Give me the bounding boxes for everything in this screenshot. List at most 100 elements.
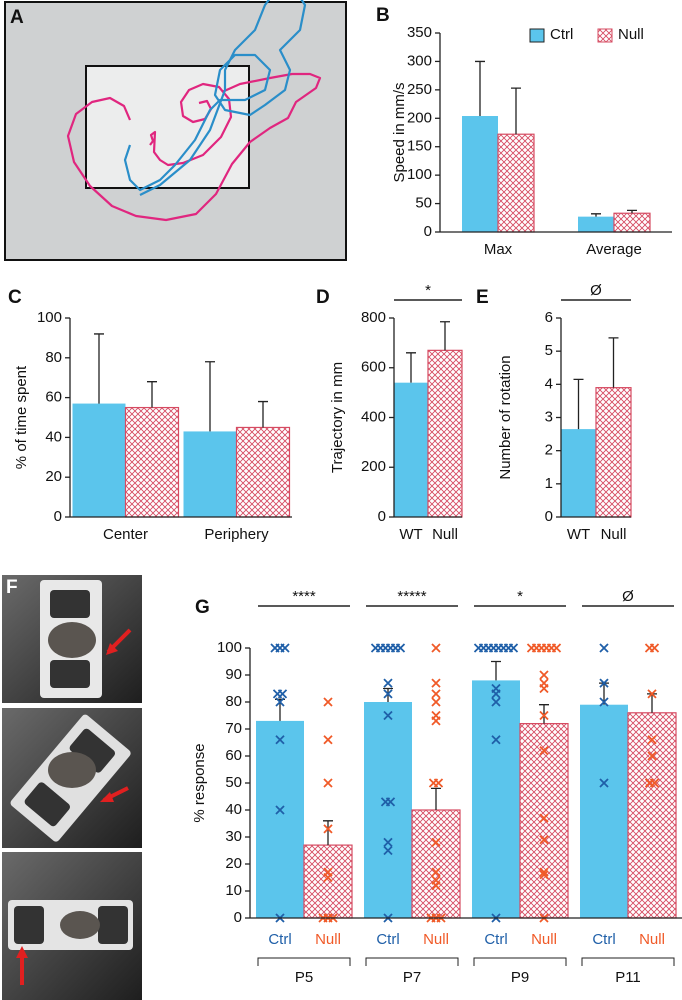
data-point <box>431 837 441 848</box>
legend-label: Ctrl <box>550 26 573 43</box>
bar <box>427 349 463 518</box>
error-bar <box>539 704 549 724</box>
x-group-label: P11 <box>615 969 641 986</box>
y-tick-label: 60 <box>225 747 242 764</box>
series-label: Null <box>315 931 341 948</box>
bar <box>578 216 614 232</box>
x-tick-label: WT <box>399 526 422 543</box>
error-bar <box>475 60 485 117</box>
error-bar <box>440 321 450 351</box>
x-group-label: P5 <box>295 969 313 986</box>
bar <box>472 680 520 918</box>
bar <box>364 702 412 918</box>
error-bar <box>147 381 157 408</box>
error-bar <box>608 337 619 388</box>
bar <box>72 403 126 517</box>
group-bracket <box>365 957 459 966</box>
y-tick-label: 100 <box>407 166 432 183</box>
y-tick-label: 0 <box>378 508 386 525</box>
x-tick-label: Center <box>103 526 148 543</box>
y-tick-label: 0 <box>545 508 553 525</box>
data-point <box>649 778 660 788</box>
y-tick-label: 300 <box>407 52 432 69</box>
data-point <box>539 670 549 680</box>
x-tick-label: WT <box>567 526 590 543</box>
y-tick-label: 20 <box>225 855 242 872</box>
bar <box>256 720 304 918</box>
data-point <box>491 735 501 745</box>
series-label: Null <box>639 931 665 948</box>
data-point <box>431 697 441 707</box>
y-axis-label: Number of rotation <box>497 355 514 479</box>
y-tick-label: 50 <box>415 195 432 212</box>
error-bar <box>573 378 584 430</box>
legend-label: Null <box>618 26 644 43</box>
y-tick-label: 150 <box>407 138 432 155</box>
data-point <box>275 735 285 745</box>
panel-label: B <box>376 5 390 26</box>
y-tick-label: 100 <box>217 639 242 656</box>
error-bar <box>627 209 637 214</box>
y-axis-label: % response <box>191 743 208 822</box>
series-label: Ctrl <box>376 931 399 948</box>
data-point <box>431 678 441 688</box>
y-tick-label: 10 <box>225 882 242 899</box>
panel-label: A <box>10 7 24 28</box>
data-point <box>275 697 285 707</box>
y-axis-label: Speed in mm/s <box>391 82 408 182</box>
significance-label: Ø <box>622 588 634 605</box>
data-point <box>277 689 288 699</box>
group-bracket <box>473 957 567 966</box>
trajectory-panel <box>4 0 347 261</box>
data-point <box>539 870 549 880</box>
data-point <box>323 778 333 788</box>
y-tick-label: 60 <box>45 389 62 406</box>
data-point <box>599 778 609 788</box>
data-point <box>649 643 660 653</box>
data-point <box>508 643 519 653</box>
y-tick-label: 40 <box>45 428 62 445</box>
significance-label: Ø <box>590 282 602 299</box>
x-tick-label: Periphery <box>204 526 269 543</box>
data-point <box>323 697 333 707</box>
y-tick-label: 30 <box>225 828 242 845</box>
panel-label: E <box>476 287 489 308</box>
x-tick-label: Average <box>586 241 642 258</box>
data-point <box>431 867 441 877</box>
y-tick-label: 100 <box>37 309 62 326</box>
bar <box>303 844 353 919</box>
significance-label: * <box>517 588 523 605</box>
series-label: Ctrl <box>268 931 291 948</box>
bar <box>235 426 291 518</box>
y-tick-label: 0 <box>424 223 432 240</box>
group-bracket <box>257 957 351 966</box>
data-point <box>539 745 549 756</box>
significance-label: ***** <box>397 588 426 605</box>
panel-label: D <box>316 287 330 308</box>
data-point <box>647 735 657 745</box>
y-tick-label: 400 <box>361 408 386 425</box>
bar <box>595 387 632 518</box>
bar <box>580 704 628 918</box>
series-label: Ctrl <box>592 931 615 948</box>
data-point <box>599 643 609 653</box>
y-tick-label: 0 <box>234 909 242 926</box>
bar <box>183 431 237 517</box>
x-group-label: P9 <box>511 969 529 986</box>
error-bar <box>258 400 268 428</box>
panel-label: G <box>195 597 210 618</box>
data-point <box>539 710 549 721</box>
data-point <box>551 643 562 653</box>
x-tick-label: Null <box>432 526 458 543</box>
legend-swatch <box>597 28 613 43</box>
data-point <box>385 797 396 807</box>
data-point <box>323 824 333 834</box>
legend-swatch <box>529 28 545 43</box>
series-label: Ctrl <box>484 931 507 948</box>
panel-label: F <box>6 577 18 598</box>
data-point <box>433 778 444 788</box>
y-tick-label: 800 <box>361 309 386 326</box>
data-point <box>431 689 441 699</box>
group-bracket <box>581 957 675 966</box>
significance-label: * <box>425 282 431 299</box>
